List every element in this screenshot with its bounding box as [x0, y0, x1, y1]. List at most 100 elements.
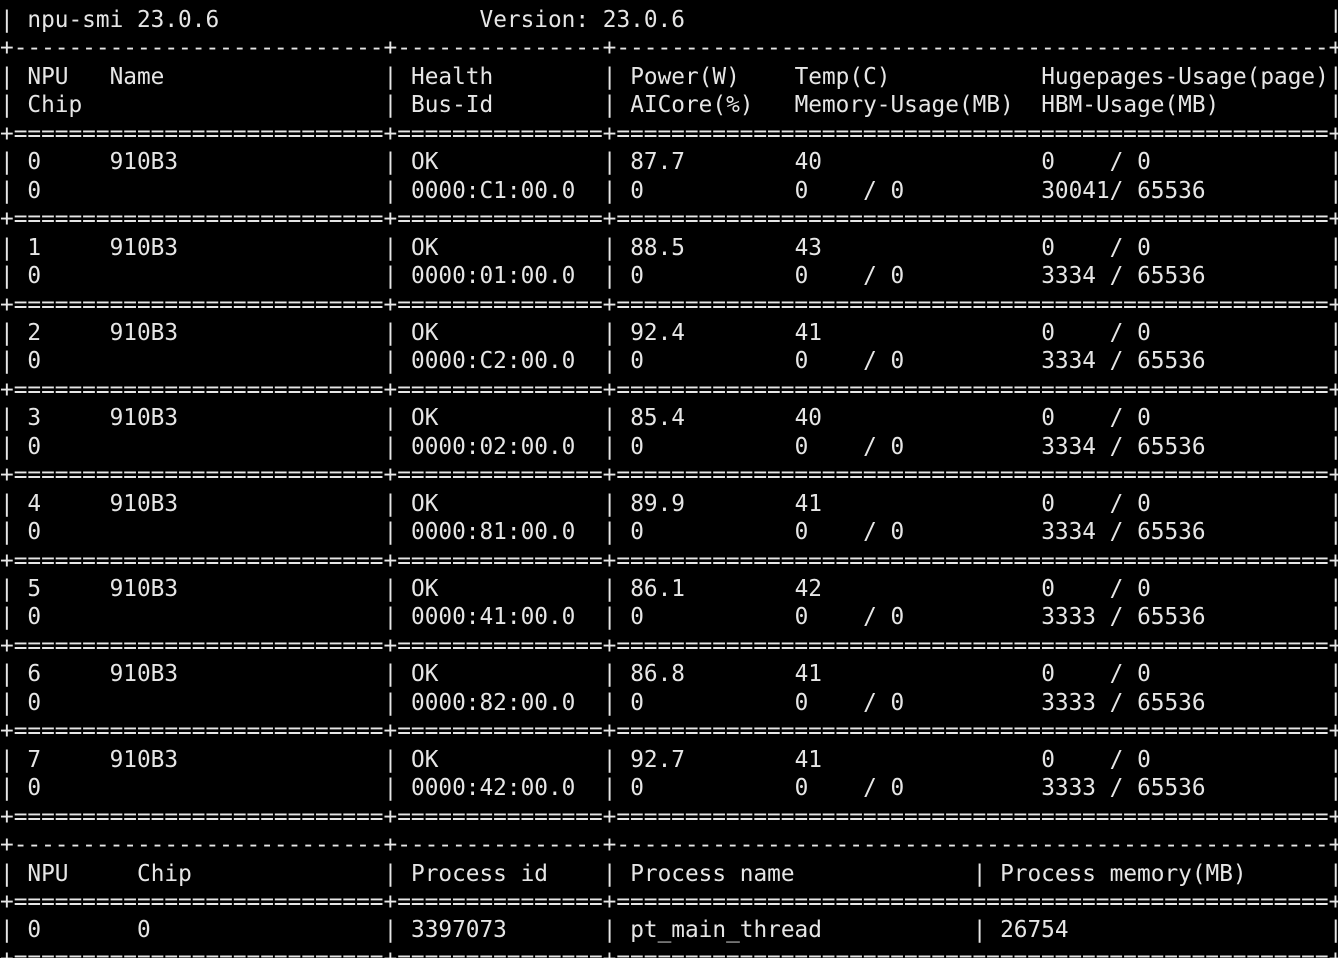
column-separator: |: [602, 519, 617, 546]
column-separator: |: [972, 860, 987, 887]
npu-hugepages: 0 / 0: [1041, 576, 1151, 602]
column-header-temp: Temp(C): [794, 63, 891, 90]
npu-npu: 6: [27, 661, 42, 688]
column-separator: |: [602, 490, 617, 517]
column-separator: |: [0, 7, 14, 33]
npu-name: 910B3: [109, 149, 179, 176]
npu-memory: 0 / 0: [794, 604, 905, 631]
column-separator: |: [602, 576, 617, 602]
npu-health: OK: [411, 576, 439, 602]
column-header-bus_id: Bus-Id: [411, 92, 494, 119]
column-separator: |: [1328, 917, 1338, 944]
npu-temp: 40: [794, 149, 822, 176]
table-border: +===========================+===========…: [0, 718, 1338, 745]
column-separator: |: [383, 433, 398, 460]
column-separator: |: [1328, 63, 1338, 90]
column-separator: |: [0, 149, 14, 176]
column-separator: |: [602, 234, 617, 261]
column-separator: |: [383, 263, 398, 290]
npu-hbm: 3333 / 65536: [1041, 604, 1206, 631]
table-border: +---------------------------+-----------…: [0, 35, 1338, 62]
npu-hugepages: 0 / 0: [1041, 746, 1151, 773]
process-header-npu: NPU: [27, 860, 69, 887]
version-label: Version: 23.0.6: [479, 7, 685, 33]
npu-power: 86.1: [630, 576, 685, 602]
npu-chip: 0: [27, 689, 42, 716]
column-separator: |: [383, 576, 398, 602]
column-separator: |: [602, 263, 617, 290]
npu-chip: 0: [27, 775, 42, 802]
column-header-hbm: HBM-Usage(MB): [1041, 92, 1220, 119]
npu-aicore: 0: [630, 689, 644, 716]
npu-health: OK: [411, 234, 439, 261]
column-separator: |: [383, 63, 398, 90]
npu-memory: 0 / 0: [794, 177, 905, 204]
process-chip: 0: [137, 917, 151, 944]
column-separator: |: [0, 689, 14, 716]
npu-bus_id: 0000:41:00.0: [411, 604, 576, 631]
column-separator: |: [1328, 149, 1338, 176]
column-separator: |: [383, 775, 398, 802]
column-separator: |: [1328, 576, 1338, 602]
npu-temp: 41: [794, 319, 822, 346]
npu-aicore: 0: [630, 519, 644, 546]
npu-hbm: 30041/ 65536: [1041, 177, 1206, 204]
npu-npu: 1: [27, 234, 42, 261]
npu-npu: 7: [27, 746, 42, 773]
column-separator: |: [1328, 661, 1338, 688]
npu-npu: 0: [27, 149, 42, 176]
column-separator: |: [602, 149, 617, 176]
table-border: +===========================+===========…: [0, 547, 1338, 574]
column-header-health: Health: [411, 63, 494, 90]
table-border: +---------------------------+-----------…: [0, 832, 1338, 859]
column-separator: |: [972, 917, 987, 944]
npu-chip: 0: [27, 519, 42, 546]
npu-chip: 0: [27, 433, 42, 460]
table-border: +===========================+===========…: [0, 376, 1338, 403]
npu-temp: 41: [794, 661, 822, 688]
npu-temp: 42: [794, 576, 822, 602]
column-separator: |: [1328, 177, 1338, 204]
column-separator: |: [602, 433, 617, 460]
table-border: +===========================+===========…: [0, 803, 1338, 830]
column-separator: |: [0, 63, 14, 90]
npu-chip: 0: [27, 177, 42, 204]
npu-name: 910B3: [109, 405, 179, 432]
process-npu: 0: [27, 917, 42, 944]
npu-aicore: 0: [630, 775, 644, 802]
column-separator: |: [1328, 746, 1338, 773]
column-separator: |: [383, 860, 398, 887]
column-separator: |: [1328, 433, 1338, 460]
column-separator: |: [383, 234, 398, 261]
npu-power: 88.5: [630, 234, 685, 261]
npu-aicore: 0: [630, 433, 644, 460]
npu-npu: 2: [27, 319, 42, 346]
column-separator: |: [383, 917, 398, 944]
npu-hbm: 3334 / 65536: [1041, 433, 1206, 460]
column-separator: |: [0, 661, 14, 688]
column-separator: |: [0, 177, 14, 204]
column-header-chip: Chip: [27, 92, 83, 119]
process-header-pid: Process id: [411, 860, 548, 887]
npu-memory: 0 / 0: [794, 689, 905, 716]
npu-bus_id: 0000:42:00.0: [411, 775, 576, 802]
npu-power: 86.8: [630, 661, 685, 688]
npu-hugepages: 0 / 0: [1041, 319, 1151, 346]
column-separator: |: [1328, 7, 1338, 33]
npu-aicore: 0: [630, 177, 644, 204]
process-header-pname: Process name: [630, 860, 795, 887]
column-separator: |: [383, 348, 398, 375]
column-header-name: Name: [109, 63, 165, 90]
column-separator: |: [383, 746, 398, 773]
column-separator: |: [0, 917, 14, 944]
npu-bus_id: 0000:C2:00.0: [411, 348, 576, 375]
npu-npu: 4: [27, 490, 42, 517]
npu-npu: 5: [27, 576, 42, 602]
npu-health: OK: [411, 746, 439, 773]
npu-bus_id: 0000:81:00.0: [411, 519, 576, 546]
npu-hbm: 3334 / 65536: [1041, 263, 1206, 290]
column-separator: |: [1328, 234, 1338, 261]
column-separator: |: [602, 63, 617, 90]
column-separator: |: [0, 775, 14, 802]
